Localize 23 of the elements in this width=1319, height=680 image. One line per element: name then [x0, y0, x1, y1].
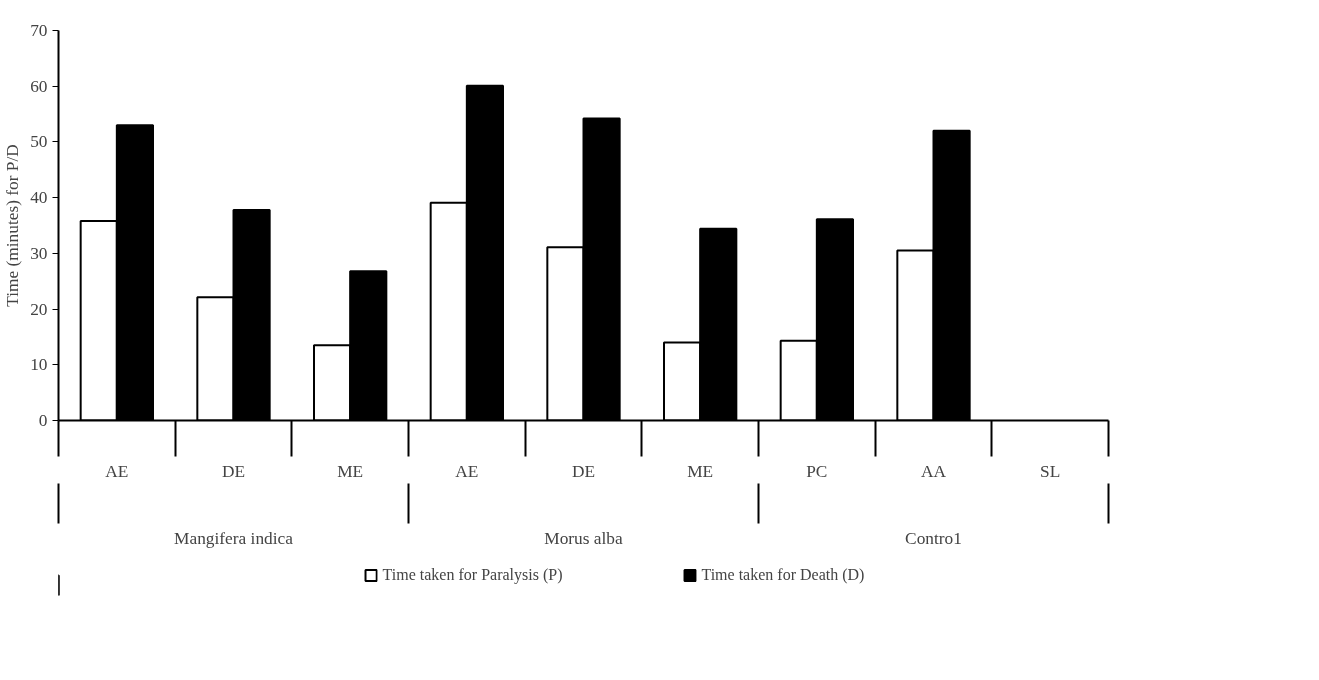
x-tick-label: AE	[455, 461, 479, 481]
y-tick-label: 30	[30, 243, 48, 263]
text: Mangifera indica	[174, 528, 294, 548]
y-axis-title: Time (minutes) for P/D	[3, 144, 23, 307]
y-tick-label: 40	[30, 188, 48, 208]
x-tick-label: ME	[687, 461, 714, 481]
x-tick-label: SL	[1040, 461, 1061, 481]
x-tick-label: AE	[105, 461, 129, 481]
legend-label: Time taken for Death (D)	[701, 566, 865, 584]
x-tick-label: DE	[221, 461, 246, 481]
y-tick-label: 50	[30, 132, 48, 152]
y-tick-label: 10	[30, 355, 48, 375]
x-tick-label: AA	[920, 461, 947, 481]
y-tick-label: 20	[30, 299, 48, 319]
text: Morus alba	[544, 528, 624, 548]
y-tick-label: 60	[30, 76, 48, 96]
y-tick-label: 70	[30, 21, 48, 40]
y-tick-label: 0	[38, 411, 48, 430]
legend-label: Time taken for Paralysis (P)	[382, 566, 563, 584]
x-tick-label: ME	[337, 461, 364, 481]
x-tick-label: DE	[571, 461, 596, 481]
x-tick-label: PC	[806, 461, 828, 481]
text: Contro1	[905, 528, 962, 548]
